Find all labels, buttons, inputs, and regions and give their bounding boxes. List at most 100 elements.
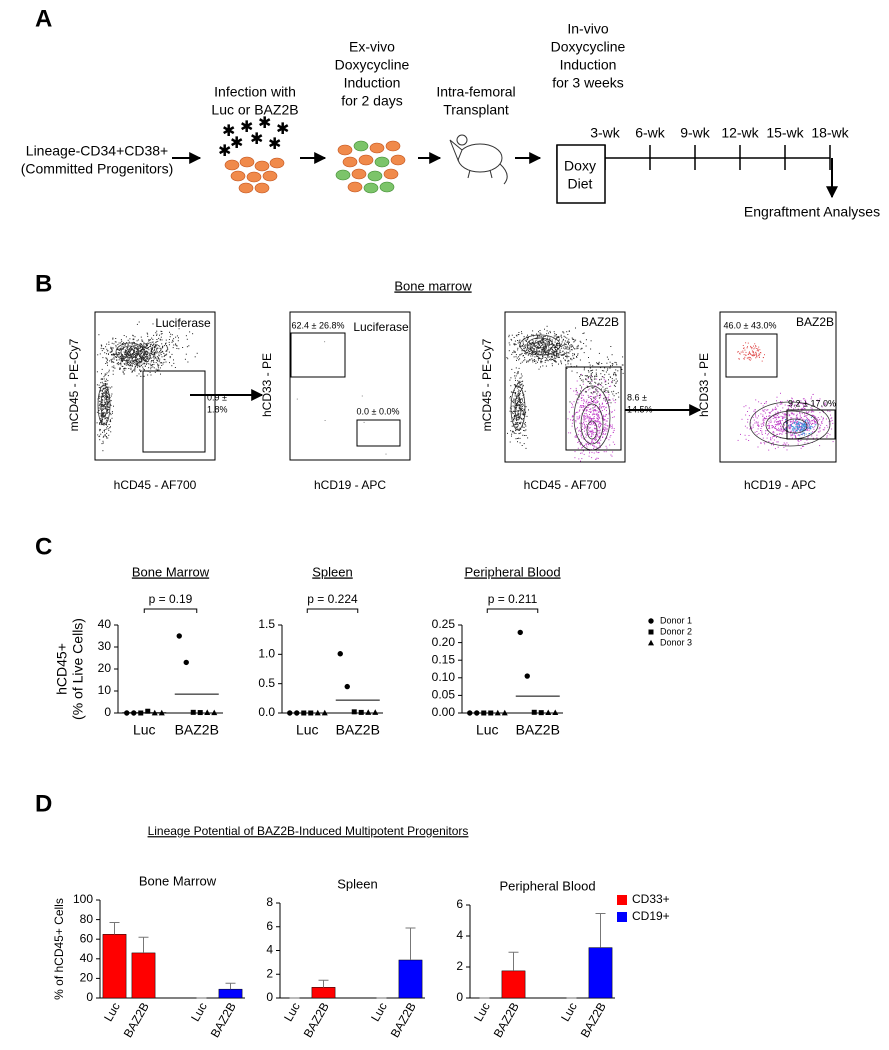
contour (533, 341, 547, 349)
event-dot (536, 350, 538, 352)
event-dot (747, 342, 749, 344)
event-dot (599, 405, 601, 407)
event-dot (615, 375, 617, 377)
event-dot (528, 345, 530, 347)
event-dot (112, 337, 114, 339)
event-dot (102, 404, 104, 406)
event-dot (527, 349, 529, 351)
event-dot (524, 339, 526, 341)
event-dot (567, 346, 569, 348)
event-dot (161, 343, 163, 345)
event-dot (159, 345, 161, 347)
event-dot (590, 392, 592, 394)
event-dot (125, 350, 126, 352)
event-dot (753, 355, 755, 357)
event-dot (545, 353, 547, 355)
event-dot (795, 426, 797, 428)
event-dot (779, 429, 781, 431)
event-dot (583, 423, 585, 425)
event-dot (793, 413, 795, 415)
event-dot (515, 433, 517, 434)
event-dot (101, 443, 103, 445)
event-dot (585, 390, 587, 392)
event-dot (136, 361, 138, 362)
event-dot (586, 434, 588, 436)
svg-text:✱: ✱ (240, 119, 253, 136)
event-dot (122, 360, 124, 362)
event-dot (160, 330, 162, 332)
event-dot (176, 348, 178, 349)
event-dot (526, 349, 528, 351)
event-dot (791, 434, 793, 436)
event-dot (807, 419, 809, 421)
event-dot (817, 419, 819, 421)
event-dot (737, 351, 739, 353)
event-dot (590, 340, 592, 342)
event-dot (545, 352, 547, 353)
event-dot (551, 359, 553, 360)
event-dot (547, 335, 549, 337)
event-dot (589, 442, 591, 444)
event-dot (522, 404, 524, 406)
event-dot (808, 403, 810, 405)
event-dot (773, 431, 775, 433)
event-dot (611, 427, 613, 429)
event-dot (540, 358, 542, 360)
event-dot (147, 348, 149, 350)
event-dot (806, 439, 808, 441)
event-dot (791, 397, 793, 399)
event-dot (555, 346, 557, 348)
event-dot (764, 409, 766, 411)
event-dot (573, 401, 575, 403)
event-dot (570, 388, 572, 390)
legend-label: Donor 3 (660, 637, 692, 647)
y-tick-label: 0.15 (432, 652, 456, 666)
event-dot (581, 400, 583, 402)
event-dot (156, 347, 158, 349)
event-dot (587, 426, 589, 428)
event-dot (592, 405, 594, 406)
event-dot (146, 351, 148, 353)
event-dot (140, 361, 142, 363)
event-dot (595, 437, 597, 439)
event-dot (555, 344, 557, 346)
event-dot (622, 364, 624, 366)
event-dot (612, 363, 614, 365)
event-dot (527, 344, 529, 346)
event-dot (542, 352, 544, 354)
event-dot (769, 415, 771, 417)
event-dot (511, 431, 513, 433)
event-dot (816, 437, 818, 439)
event-dot (512, 400, 514, 402)
event-dot (136, 352, 137, 354)
event-dot (596, 414, 598, 416)
event-dot (123, 368, 124, 370)
event-dot (579, 439, 580, 440)
event-dot (749, 428, 751, 430)
event-dot (589, 364, 591, 366)
event-dot (141, 352, 143, 354)
event-dot (521, 398, 523, 400)
event-dot (156, 333, 158, 335)
event-dot (802, 423, 804, 425)
contour (97, 384, 111, 426)
event-dot (515, 422, 516, 424)
event-dot (564, 348, 566, 350)
event-dot (593, 386, 595, 388)
event-dot (517, 393, 519, 395)
event-dot (547, 340, 549, 342)
event-dot (131, 359, 133, 361)
event-dot (539, 345, 541, 347)
event-dot (777, 441, 779, 443)
event-dot (99, 353, 101, 355)
event-dot (824, 402, 826, 404)
event-dot (563, 354, 565, 356)
event-dot (543, 344, 545, 346)
event-dot (104, 391, 106, 393)
event-dot (144, 365, 146, 367)
event-dot (593, 401, 594, 403)
event-dot (562, 331, 564, 333)
event-dot (128, 350, 130, 352)
event-dot (124, 369, 126, 371)
event-dot (514, 343, 516, 345)
